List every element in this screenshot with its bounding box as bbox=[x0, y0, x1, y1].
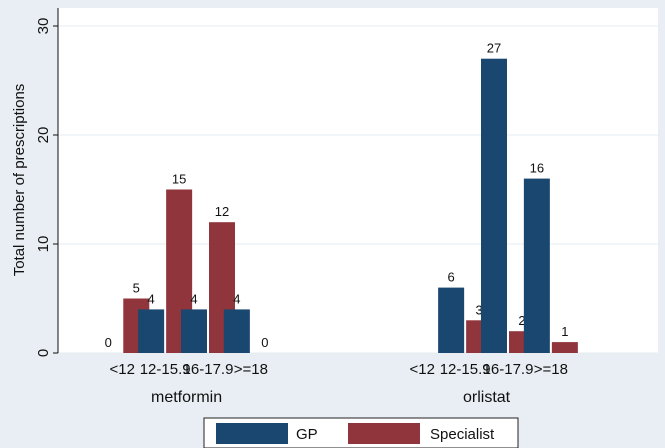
data-label: 27 bbox=[487, 41, 501, 56]
data-label: 4 bbox=[190, 291, 197, 306]
x-tick-label: 12-15.9 bbox=[140, 361, 191, 378]
x-tick-labels: <12 12-15.916-17.9 >=18 <12 12-15.916-17.9 >=… bbox=[110, 361, 568, 378]
bar-gp bbox=[138, 309, 165, 353]
y-tick-label: 30 bbox=[35, 18, 52, 35]
bar-gp bbox=[523, 178, 550, 353]
x-tick-label: >=18 bbox=[534, 361, 568, 378]
data-label: 3 bbox=[476, 302, 483, 317]
data-label: 1 bbox=[561, 324, 568, 339]
x-tick-label: 16-17.9 bbox=[183, 361, 234, 378]
y-tick-label: 0 bbox=[35, 349, 52, 357]
legend-swatch-specialist bbox=[348, 423, 420, 444]
bar-gp bbox=[223, 309, 250, 353]
data-label: 0 bbox=[105, 335, 112, 350]
legend: GP Specialist bbox=[203, 417, 519, 448]
x-tick-label: <12 bbox=[110, 361, 135, 378]
data-label: 5 bbox=[133, 281, 140, 296]
data-label: 16 bbox=[530, 161, 544, 176]
y-tick-label: 10 bbox=[35, 236, 52, 253]
x-tick-label: 16-17.9 bbox=[483, 361, 534, 378]
group-label: orlistat bbox=[463, 389, 511, 406]
bar-gp bbox=[481, 58, 507, 353]
y-ticks: 0 10 20 30 bbox=[35, 18, 58, 357]
group-label: metformin bbox=[151, 389, 222, 406]
bar-gp bbox=[181, 309, 207, 353]
legend-label: Specialist bbox=[430, 426, 495, 443]
y-tick-label: 20 bbox=[35, 127, 52, 144]
bar-gp bbox=[438, 287, 465, 353]
bar-specialist bbox=[551, 342, 578, 353]
data-label: 15 bbox=[172, 172, 186, 187]
x-tick-label: 12-15.9 bbox=[440, 361, 491, 378]
data-label: 4 bbox=[233, 291, 240, 306]
x-tick-label: >=18 bbox=[234, 361, 268, 378]
x-tick-label: <12 bbox=[410, 361, 435, 378]
y-axis-label: Total number of prescriptions bbox=[11, 84, 28, 277]
data-label: 6 bbox=[448, 270, 455, 285]
data-label: 2 bbox=[518, 313, 525, 328]
data-label: 12 bbox=[215, 204, 229, 219]
plot-area bbox=[58, 8, 658, 353]
legend-label: GP bbox=[296, 426, 318, 443]
data-label: 4 bbox=[148, 291, 155, 306]
data-label: 0 bbox=[261, 335, 268, 350]
legend-swatch-gp bbox=[216, 423, 288, 444]
group-labels: metformin orlistat bbox=[151, 389, 511, 406]
